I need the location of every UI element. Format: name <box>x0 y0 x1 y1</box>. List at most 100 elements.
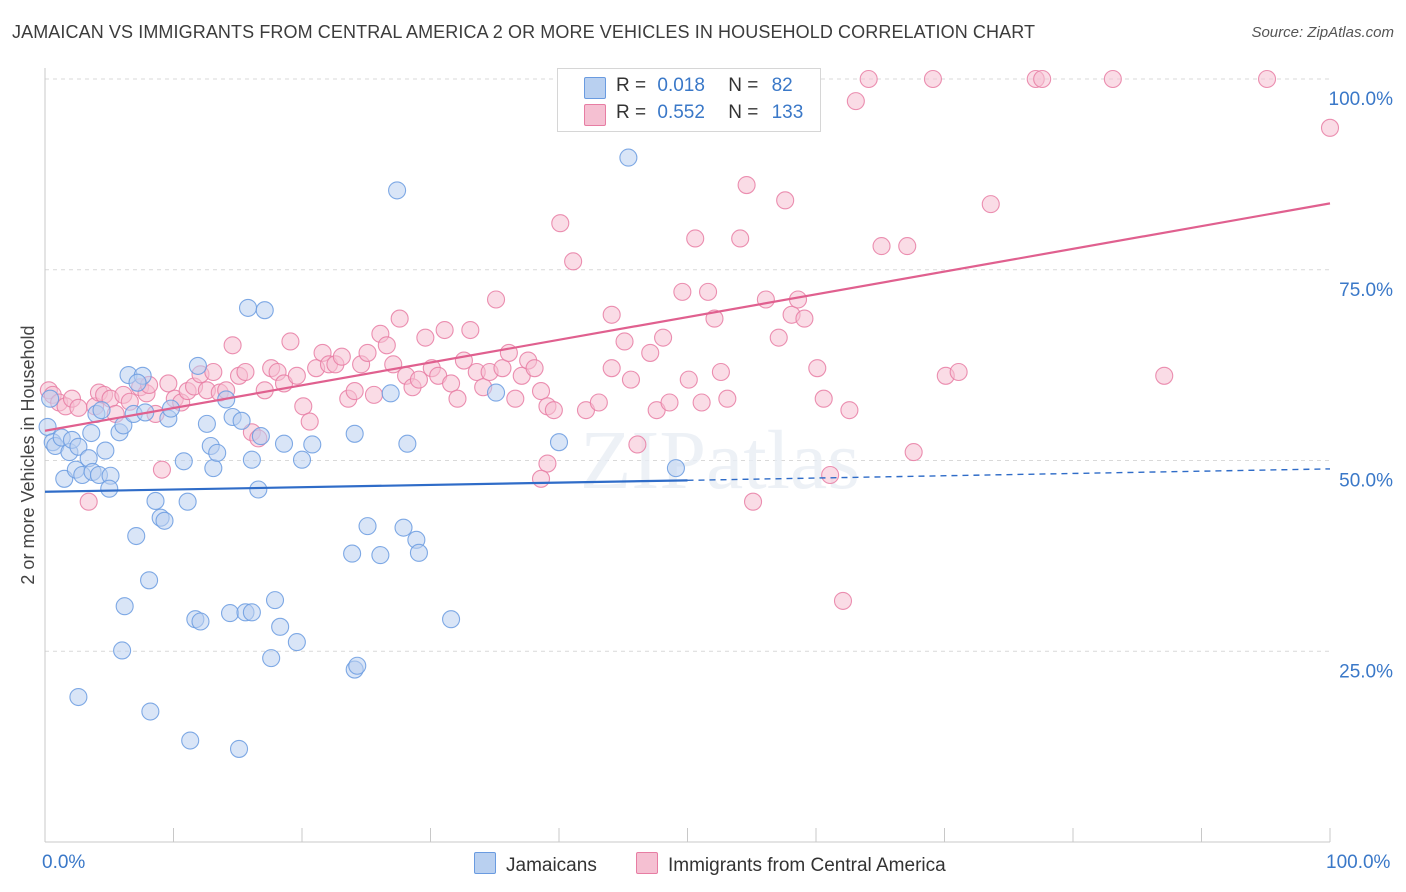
point-central-america <box>846 92 865 111</box>
point-central-america <box>442 374 461 393</box>
point-central-america <box>531 382 551 401</box>
legend-r-label: R = <box>616 102 647 123</box>
point-central-america <box>981 195 1000 214</box>
point-central-america <box>236 362 255 382</box>
y-tick-label: 100.0% <box>1329 89 1394 110</box>
point-central-america <box>923 69 942 89</box>
point-central-america <box>1155 366 1174 385</box>
point-jamaicans <box>242 450 261 469</box>
point-central-america <box>461 320 480 340</box>
point-central-america <box>1033 69 1052 89</box>
point-central-america <box>300 412 319 431</box>
point-jamaicans <box>343 544 362 563</box>
point-jamaicans <box>398 434 417 453</box>
point-central-america <box>448 389 467 408</box>
point-jamaicans <box>265 591 285 610</box>
point-jamaicans <box>287 633 306 652</box>
point-jamaicans <box>181 731 200 750</box>
point-jamaicans <box>191 612 210 631</box>
point-jamaicans <box>262 649 281 668</box>
point-jamaicans <box>388 181 407 200</box>
point-jamaicans <box>96 441 115 460</box>
gridlines <box>45 78 1332 652</box>
point-central-america <box>1103 69 1122 89</box>
point-jamaicans <box>69 437 88 456</box>
legend-r-value: 0.552 <box>657 102 705 123</box>
point-jamaicans <box>249 480 268 499</box>
point-jamaicans <box>92 401 111 420</box>
point-jamaicans <box>155 511 174 530</box>
source-label: Source: ZipAtlas.com <box>1251 24 1394 41</box>
point-jamaicans <box>371 546 390 565</box>
point-central-america <box>409 370 428 389</box>
y-tick-label: 75.0% <box>1339 280 1393 301</box>
point-central-america <box>743 492 763 511</box>
point-central-america <box>769 328 788 347</box>
point-central-america <box>538 454 557 473</box>
trend-line-central-america <box>44 202 1331 432</box>
point-central-america <box>692 393 711 412</box>
point-central-america <box>641 343 660 362</box>
point-jamaicans <box>666 459 685 478</box>
point-central-america <box>872 237 891 256</box>
y-tick-label: 50.0% <box>1339 471 1393 492</box>
point-central-america <box>904 443 923 462</box>
point-jamaicans <box>220 604 240 623</box>
point-jamaicans <box>174 452 193 471</box>
point-jamaicans <box>303 435 322 454</box>
point-central-america <box>699 282 718 301</box>
point-central-america <box>551 214 570 233</box>
point-jamaicans <box>38 417 57 436</box>
bottom-legend-jamaicans: Jamaicans <box>474 852 597 877</box>
point-jamaicans <box>486 383 506 402</box>
point-central-america <box>223 336 242 355</box>
point-jamaicans <box>348 656 367 675</box>
point-jamaicans <box>197 414 216 433</box>
point-jamaicans <box>188 356 207 375</box>
point-central-america <box>679 370 698 389</box>
legend-n-label: N = <box>728 102 759 123</box>
point-central-america <box>435 320 454 340</box>
point-central-america <box>69 398 88 417</box>
point-central-america <box>615 332 634 351</box>
point-central-america <box>358 343 377 362</box>
y-tick-label: 25.0% <box>1339 661 1393 682</box>
y-tick-labels: 25.0% 50.0% 75.0% 100.0% <box>1329 89 1394 682</box>
point-jamaicans <box>394 518 413 537</box>
x-axis-max-label: 100.0% <box>1326 852 1391 873</box>
x-axis-min-label: 0.0% <box>42 852 86 873</box>
bottom-legend-central-america: Immigrants from Central America <box>636 852 946 877</box>
point-central-america <box>814 389 833 408</box>
watermark: ZIPatlas <box>580 414 860 507</box>
point-central-america <box>294 397 313 416</box>
point-central-america <box>731 229 750 248</box>
point-central-america <box>859 69 878 89</box>
bottom-legend-label: Immigrants from Central America <box>668 855 946 876</box>
point-central-america <box>949 362 968 382</box>
point-central-america <box>602 305 621 324</box>
bottom-legend-swatch-blue <box>474 852 496 874</box>
point-central-america <box>602 359 621 378</box>
point-central-america <box>840 401 859 420</box>
point-central-america <box>486 290 506 309</box>
point-jamaicans <box>141 702 160 721</box>
point-jamaicans <box>242 603 261 622</box>
point-jamaicans <box>128 373 147 392</box>
point-central-america <box>808 359 827 378</box>
point-central-america <box>705 309 724 328</box>
legend-r-value: 0.018 <box>657 75 705 96</box>
point-central-america <box>776 191 795 210</box>
point-central-america <box>493 359 512 378</box>
point-central-america <box>152 460 171 479</box>
data-points <box>38 69 1340 758</box>
point-central-america <box>287 366 306 385</box>
point-jamaicans <box>345 424 364 443</box>
point-jamaicans <box>442 610 461 629</box>
axes <box>44 68 1331 843</box>
y-axis-label: 2 or more Vehicles in Household <box>18 325 38 584</box>
point-jamaicans <box>271 617 290 636</box>
legend-r-label: R = <box>616 75 647 96</box>
point-jamaicans <box>232 411 251 430</box>
trend-line-jamaicans-extension <box>687 468 1331 482</box>
